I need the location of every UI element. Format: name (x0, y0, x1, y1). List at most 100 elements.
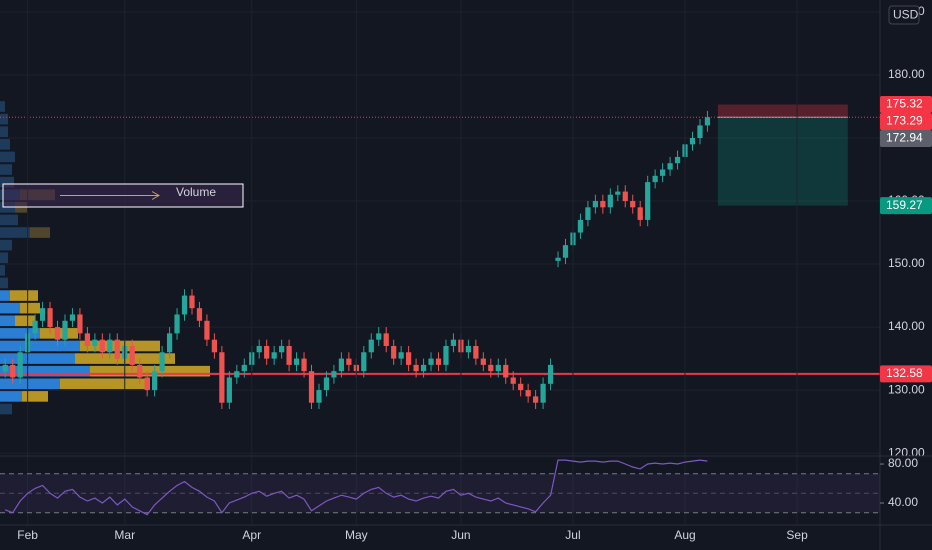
indicator-label: Volume (176, 185, 216, 199)
candle-body (293, 358, 300, 365)
profile-up (0, 277, 8, 289)
indicator-arrowhead (151, 191, 161, 200)
candle-body (174, 314, 180, 334)
candle-body (144, 377, 150, 391)
candle-body (540, 383, 546, 403)
candle-body (398, 352, 404, 359)
candle-body (555, 257, 561, 261)
candle-body (615, 191, 621, 195)
candle-body (510, 377, 516, 384)
candle-body (704, 117, 711, 126)
profile-down (60, 378, 150, 390)
candle-body (196, 308, 203, 321)
y-tick-label: 140.00 (888, 319, 925, 333)
profile-up (0, 365, 90, 377)
profile-up (0, 239, 12, 251)
price-label: 172.94 (886, 131, 923, 145)
candle-body (465, 345, 472, 353)
candle-body (697, 125, 703, 139)
candle-body (10, 364, 16, 378)
candle-body (383, 333, 389, 346)
candle-body (667, 163, 673, 170)
candle-body (271, 352, 277, 359)
candle-body (503, 364, 509, 378)
profile-up (0, 113, 8, 125)
candle-body (99, 339, 105, 353)
candle-body (645, 182, 651, 220)
y-tick-label: 130.00 (888, 382, 925, 396)
profile-up (0, 403, 12, 415)
price-label-box (880, 112, 932, 130)
candle-body (54, 327, 61, 340)
profile-up (0, 252, 8, 264)
candle-body (308, 371, 315, 403)
candle-body (652, 175, 658, 183)
candle-body (17, 352, 23, 378)
y-tick-label: 150.00 (888, 256, 925, 270)
candle-body (32, 320, 38, 334)
candle-body (159, 352, 165, 372)
candle-body (279, 345, 285, 353)
profile-up (0, 290, 10, 301)
profile-down (15, 315, 35, 327)
price-label: 175.32 (886, 97, 923, 111)
x-tick-label: Jul (565, 528, 580, 542)
candle-body (480, 358, 486, 365)
price-label-box (880, 129, 932, 147)
rsi-tick-label: 40.00 (888, 495, 918, 509)
candle-body (420, 364, 427, 372)
candle-body (368, 339, 374, 353)
candle-body (473, 345, 479, 359)
profile-up (0, 164, 12, 175)
profile-up (0, 101, 5, 112)
candle-body (211, 339, 218, 353)
candle-body (630, 201, 636, 208)
candle-body (346, 358, 352, 365)
candle-body (577, 219, 584, 233)
profile-up (0, 302, 20, 314)
candle-body (264, 345, 270, 359)
candle-body (488, 364, 494, 372)
profile-up (0, 126, 8, 138)
candle-body (323, 377, 330, 391)
candle-body (84, 333, 91, 346)
candle-body (637, 207, 643, 220)
candle-body (2, 364, 8, 372)
candle-body (547, 364, 554, 384)
profile-up (0, 315, 15, 327)
candle-body (338, 358, 345, 372)
candle-body (107, 339, 113, 353)
profile-down (90, 365, 210, 377)
profile-up (0, 378, 60, 390)
target-zone (717, 117, 848, 206)
candle-body (92, 339, 98, 346)
candle-body (562, 245, 569, 258)
candle-body (301, 358, 307, 372)
candle-body (435, 358, 442, 365)
currency-box (888, 5, 920, 25)
candle-body (689, 138, 696, 145)
candle-body (204, 320, 210, 340)
candle-body (114, 339, 120, 359)
profile-up (0, 391, 22, 402)
candle-body (241, 364, 247, 372)
price-label: 173.29 (886, 114, 923, 128)
profile-up (0, 176, 14, 188)
candle-body (256, 345, 262, 353)
price-label-box (880, 95, 932, 113)
candle-body (234, 371, 240, 378)
candle-body (331, 371, 337, 378)
candle-body (391, 345, 397, 359)
candle-body (77, 314, 83, 334)
candle-body (129, 345, 135, 365)
candle-body (406, 352, 412, 365)
candle-body (286, 345, 292, 365)
candle-body (69, 314, 76, 321)
x-tick-label: Sep (786, 528, 808, 542)
price-pane (0, 11, 880, 454)
y-tick-label: 180.00 (888, 67, 925, 81)
x-tick-label: Jun (451, 528, 470, 542)
candle-body (443, 345, 449, 365)
candle-body (622, 191, 628, 202)
